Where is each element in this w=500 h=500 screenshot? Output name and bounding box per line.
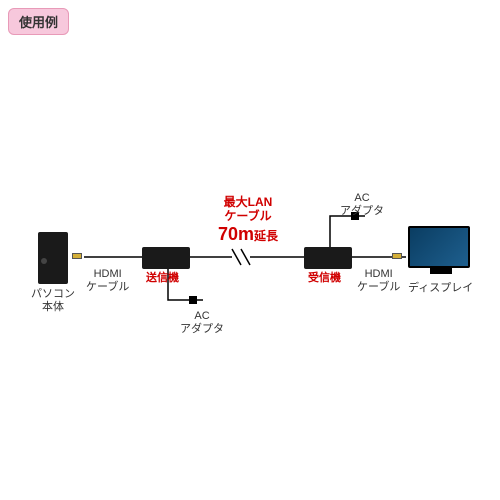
receiver-device xyxy=(304,247,352,269)
cable-line3: 70m延長 xyxy=(198,224,298,246)
cable-line2: ケーブル xyxy=(198,209,298,223)
hdmi-connector-right-icon xyxy=(392,253,402,259)
hdmi-right-label: HDMIケーブル xyxy=(357,268,400,294)
connection-diagram: パソコン本体 HDMIケーブル 送信機 ACアダプタ 最大LAN ケーブル 70… xyxy=(0,0,500,500)
display-device xyxy=(408,226,470,268)
cable-spec-label: 最大LAN ケーブル 70m延長 xyxy=(198,195,298,245)
ac-right-label: ACアダプタ xyxy=(340,192,384,218)
tx-label: 送信機 xyxy=(146,272,179,285)
ac-left-label: ACアダプタ xyxy=(180,310,224,336)
cable-line1: 最大LAN xyxy=(198,195,298,209)
hdmi-left-label: HDMIケーブル xyxy=(86,268,129,294)
display-label: ディスプレイ xyxy=(408,282,473,295)
rx-label: 受信機 xyxy=(308,272,341,285)
transmitter-device xyxy=(142,247,190,269)
